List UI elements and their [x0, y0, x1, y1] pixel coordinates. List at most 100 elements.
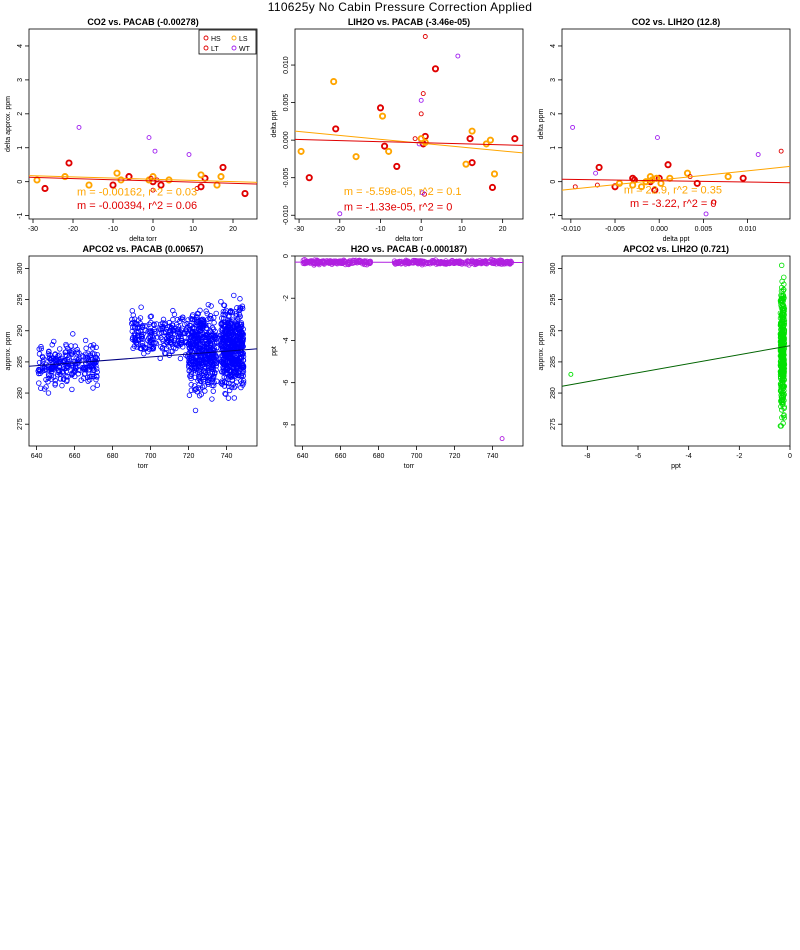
scatter-point	[778, 407, 785, 413]
scatter-point	[781, 415, 788, 421]
scatter-point	[198, 317, 205, 323]
legend-marker	[231, 35, 237, 41]
scatter-point	[149, 346, 155, 352]
scatter-point	[202, 334, 209, 341]
scatter-point	[237, 313, 243, 320]
x-tick-label: 660	[335, 453, 347, 460]
scatter-point	[210, 388, 216, 394]
scatter-point	[165, 334, 171, 340]
scatter-point	[167, 328, 174, 334]
scatter-point	[231, 292, 237, 299]
scatter-point	[240, 380, 247, 386]
scatter-point	[378, 112, 387, 120]
x-tick-label: -8	[584, 453, 590, 460]
scatter-point	[240, 364, 246, 371]
scatter-point	[162, 320, 169, 327]
scatter-point	[778, 397, 785, 404]
y-tick-label: 0.000	[283, 131, 290, 149]
scatter-point	[151, 326, 157, 333]
scatter-point	[189, 339, 196, 345]
scatter-point	[779, 357, 786, 363]
scatter-point	[468, 258, 474, 265]
x-tick-label: 20	[229, 226, 237, 233]
scatter-point	[778, 262, 785, 269]
scatter-point	[780, 324, 786, 331]
scatter-point	[82, 370, 88, 377]
scatter-point	[188, 334, 194, 340]
scatter-point	[212, 328, 218, 335]
scatter-point	[781, 383, 787, 389]
y-tick-label: 3	[550, 78, 557, 82]
scatter-point	[412, 136, 418, 142]
scatter-point	[56, 367, 62, 374]
y-tick-label: 285	[550, 356, 557, 368]
legend-label: HS	[211, 36, 221, 43]
scatter-point	[393, 162, 401, 170]
plot-p6: APCO2 vs. LIH2O (0.721) -8 -6 -4 -2 0 275 280 28…	[538, 244, 792, 470]
plot-p2: LIH2O vs. PACAB (-3.46e-05) -30 -20 -10 0 10 2…	[271, 17, 524, 243]
scatter-point	[233, 313, 239, 319]
scatter-point	[170, 322, 176, 329]
scatter-point	[220, 369, 227, 375]
scatter-point	[654, 135, 660, 141]
scatter-point	[151, 321, 157, 327]
y-axis-label: delta approx. ppm	[5, 96, 12, 152]
scatter-point	[113, 169, 121, 177]
scatter-point	[52, 351, 58, 357]
x-tick-label: -4	[686, 453, 692, 460]
scatter-point	[219, 315, 225, 321]
x-tick-label: 640	[297, 453, 309, 460]
scatter-point	[490, 170, 499, 178]
scatter-point	[65, 159, 73, 167]
scatter-point	[419, 190, 425, 196]
scatter-point	[196, 392, 203, 399]
x-axis-label: torr	[404, 463, 415, 470]
scatter-point	[209, 378, 215, 384]
scatter-point	[132, 334, 138, 341]
scatter-point	[160, 320, 166, 326]
scatter-point	[780, 420, 786, 426]
scatter-point	[63, 343, 70, 349]
y-tick-label: 0	[550, 180, 557, 184]
scatter-point	[219, 360, 225, 366]
scatter-point	[218, 298, 224, 305]
fit-annotation: m = 22.9, r^2 = 0.35	[624, 185, 722, 197]
scatter-point	[194, 388, 200, 395]
scatter-point	[47, 352, 53, 358]
scatter-point	[218, 380, 224, 386]
scatter-point	[43, 384, 49, 390]
y-tick-label: 4	[550, 44, 557, 48]
scatter-point	[191, 316, 198, 323]
y-tick-label: 300	[550, 263, 557, 275]
scatter-point	[311, 262, 317, 268]
scatter-point	[211, 382, 217, 389]
scatter-point	[172, 341, 179, 348]
x-tick-label: -6	[635, 453, 641, 460]
scatter-point	[593, 170, 599, 176]
scatter-point	[320, 258, 327, 264]
scatter-point	[192, 374, 198, 381]
regression-line	[562, 178, 790, 184]
scatter-point	[206, 322, 212, 329]
scatter-point	[36, 367, 42, 373]
scatter-point	[427, 260, 433, 267]
scatter-point	[38, 345, 44, 352]
y-tick-label: 295	[550, 294, 557, 306]
scatter-point	[328, 258, 334, 265]
plot-data	[295, 256, 523, 442]
plot-title: APCO2 vs. LIH2O (0.721)	[623, 244, 729, 254]
x-tick-label: 10	[458, 226, 466, 233]
scatter-point	[177, 355, 184, 362]
scatter-point	[170, 316, 176, 323]
scatter-point	[780, 360, 786, 367]
y-tick-label: 280	[550, 387, 557, 399]
scatter-point	[197, 171, 205, 179]
scatter-point	[223, 325, 230, 332]
x-axis-label: delta torr	[395, 236, 423, 243]
scatter-point	[221, 302, 228, 309]
scatter-point	[779, 401, 785, 408]
scatter-point	[43, 376, 49, 383]
scatter-point	[164, 324, 171, 330]
scatter-point	[223, 327, 229, 334]
